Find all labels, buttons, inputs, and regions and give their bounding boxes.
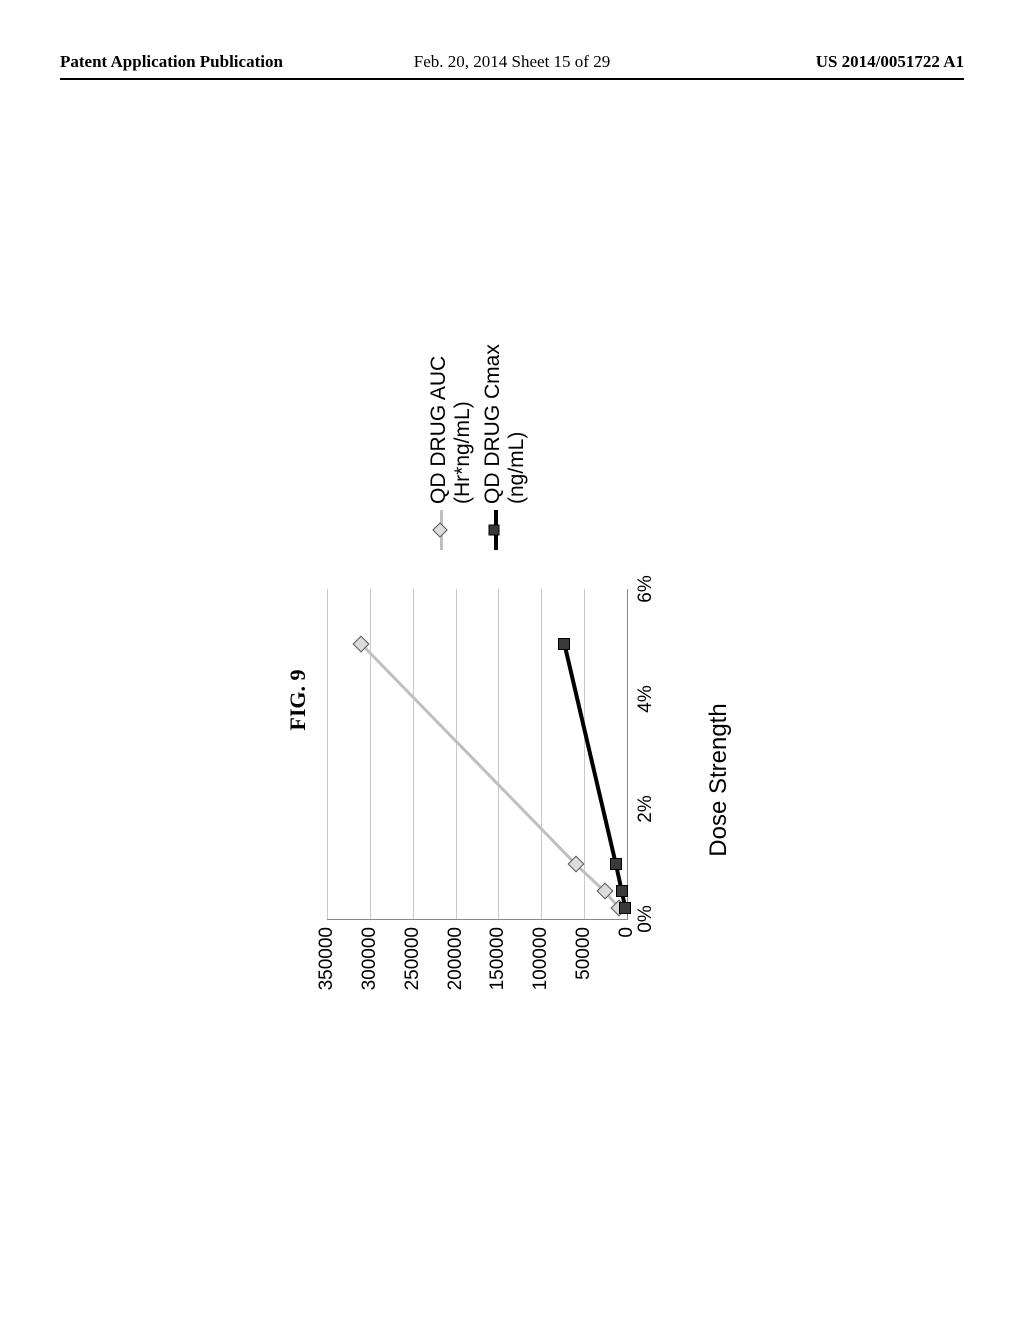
x-tick-label: 6% — [627, 575, 657, 602]
legend: QD DRUG AUC (Hr*ng/mL)QD DRUG Cmax (ng/m… — [427, 310, 536, 550]
x-tick-label: 4% — [627, 685, 657, 712]
page-header: Patent Application Publication Feb. 20, … — [60, 52, 964, 72]
legend-label: QD DRUG Cmax (ng/mL) — [481, 344, 529, 504]
legend-swatch — [430, 510, 450, 550]
figure-label: FIG. 9 — [285, 290, 311, 1110]
legend-label: QD DRUG AUC (Hr*ng/mL) — [427, 356, 475, 504]
data-point-marker — [619, 902, 631, 914]
data-point-marker — [616, 886, 628, 898]
series-line — [361, 644, 619, 908]
page: Patent Application Publication Feb. 20, … — [0, 0, 1024, 1320]
data-point-marker — [610, 858, 622, 870]
y-tick-label: 100000 — [530, 919, 552, 990]
figure-container: FIG. 9 050000100000150000200000250000300… — [297, 290, 727, 1110]
y-tick-label: 350000 — [316, 919, 338, 990]
y-tick-label: 300000 — [359, 919, 381, 990]
header-rule — [60, 78, 964, 80]
x-axis-label: Dose Strength — [705, 570, 733, 990]
plot-area: 0500001000001500002000002500003000003500… — [327, 589, 628, 920]
y-tick-label: 200000 — [445, 919, 467, 990]
data-point-marker — [558, 638, 570, 650]
y-tick-label: 50000 — [573, 919, 595, 980]
legend-item: QD DRUG AUC (Hr*ng/mL) — [427, 310, 475, 550]
y-tick-label: 250000 — [402, 919, 424, 990]
chart: 0500001000001500002000002500003000003500… — [327, 570, 667, 990]
y-tick-label: 150000 — [487, 919, 509, 990]
header-center: Feb. 20, 2014 Sheet 15 of 29 — [60, 52, 964, 72]
legend-swatch — [484, 510, 504, 550]
x-tick-label: 0% — [627, 905, 657, 932]
x-tick-label: 2% — [627, 795, 657, 822]
legend-item: QD DRUG Cmax (ng/mL) — [481, 310, 529, 550]
series-lines — [327, 589, 627, 919]
